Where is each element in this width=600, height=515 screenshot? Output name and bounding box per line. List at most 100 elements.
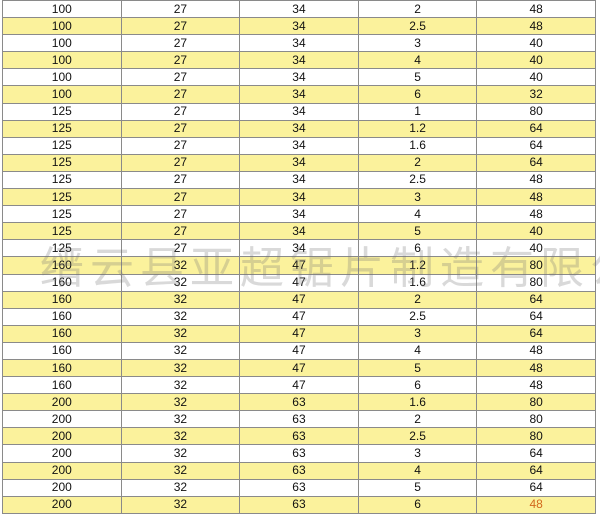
table-row: 125 27 34 1.2 64 [2, 119, 596, 138]
table-cell: 34 [239, 136, 359, 155]
table-row: 100 27 34 2 48 [2, 0, 596, 19]
table-cell: 1.2 [357, 119, 478, 138]
table-cell: 27 [120, 222, 241, 241]
table-cell: 80 [476, 102, 596, 121]
table-cell: 34 [239, 153, 359, 172]
table-cell: 160 [2, 290, 122, 309]
table-row: 125 27 34 4 48 [2, 205, 596, 224]
table-cell: 160 [2, 273, 122, 292]
table-cell: 34 [239, 170, 359, 190]
table-cell: 1.2 [357, 256, 478, 275]
table-row: 160 32 47 5 48 [2, 358, 596, 378]
table-cell: 47 [239, 273, 359, 292]
table-cell: 48 [476, 341, 596, 360]
table-cell: 63 [239, 478, 359, 497]
table-cell: 3 [357, 444, 478, 463]
table-cell: 48 [476, 376, 596, 395]
table-cell: 1 [357, 102, 478, 121]
table-cell: 47 [239, 341, 359, 360]
table-cell: 40 [476, 68, 596, 87]
table-cell: 32 [120, 393, 241, 412]
table-cell: 1.6 [357, 273, 478, 292]
table-row: 200 32 63 2 80 [2, 410, 596, 429]
table-cell: 4 [357, 205, 478, 224]
table-cell: 160 [2, 376, 122, 395]
table-cell: 34 [239, 205, 359, 224]
table-cell: 32 [476, 85, 596, 104]
table-cell: 3 [357, 188, 478, 207]
table-cell: 64 [476, 444, 596, 463]
table-cell: 5 [357, 478, 478, 497]
table-cell: 100 [2, 68, 122, 87]
table-cell: 32 [120, 461, 241, 480]
table-cell: 200 [2, 461, 122, 480]
table-row: 100 27 34 5 40 [2, 68, 596, 87]
table-cell: 32 [120, 307, 241, 326]
table-cell: 40 [476, 239, 596, 258]
table-cell: 4 [357, 461, 478, 480]
table-cell: 6 [357, 376, 478, 395]
table-cell: 125 [2, 205, 122, 224]
table-cell: 64 [476, 290, 596, 309]
table-cell: 32 [120, 324, 241, 343]
table-cell: 48 [476, 495, 596, 514]
table-cell: 200 [2, 427, 122, 446]
table-cell: 100 [2, 17, 122, 36]
table-cell: 3 [357, 34, 478, 53]
table-cell: 100 [2, 85, 122, 104]
table-cell: 48 [476, 205, 596, 224]
table-row: 160 32 47 3 64 [2, 324, 596, 343]
table-cell: 80 [476, 410, 596, 429]
table-cell: 125 [2, 188, 122, 207]
table-cell: 100 [2, 0, 122, 19]
table-cell: 160 [2, 307, 122, 326]
table-cell: 64 [476, 324, 596, 343]
table-cell: 64 [476, 461, 596, 480]
table-cell: 32 [120, 290, 241, 309]
table-cell: 100 [2, 34, 122, 53]
table-cell: 32 [120, 358, 241, 378]
table-cell: 27 [120, 188, 241, 207]
table-cell: 34 [239, 0, 359, 19]
table-row: 160 32 47 4 48 [2, 341, 596, 360]
table-row: 160 32 47 2 64 [2, 290, 596, 309]
table-cell: 32 [120, 427, 241, 446]
table-row: 160 32 47 1.6 80 [2, 273, 596, 292]
table-cell: 6 [357, 495, 478, 514]
table-cell: 47 [239, 358, 359, 378]
table-cell: 64 [476, 136, 596, 155]
table-cell: 27 [120, 153, 241, 172]
table-row: 200 32 63 1.6 80 [2, 393, 596, 412]
table-row: 125 27 34 1.6 64 [2, 136, 596, 155]
table-cell: 48 [476, 188, 596, 207]
table-cell: 6 [357, 239, 478, 258]
table-cell: 2 [357, 0, 478, 19]
table-row: 160 32 47 1.2 80 [2, 256, 596, 275]
table-cell: 63 [239, 461, 359, 480]
table-cell: 2 [357, 410, 478, 429]
table-cell: 27 [120, 205, 241, 224]
table-cell: 1.6 [357, 136, 478, 155]
table-cell: 125 [2, 222, 122, 241]
table-row: 200 32 63 6 48 [2, 495, 596, 514]
table-cell: 32 [120, 256, 241, 275]
table-cell: 5 [357, 222, 478, 241]
table-cell: 47 [239, 256, 359, 275]
table-cell: 32 [120, 495, 241, 514]
table-cell: 27 [120, 170, 241, 190]
table-cell: 64 [476, 119, 596, 138]
table-cell: 1.6 [357, 393, 478, 412]
table-cell: 27 [120, 34, 241, 53]
table-cell: 47 [239, 376, 359, 395]
table-cell: 27 [120, 51, 241, 70]
table-cell: 47 [239, 324, 359, 343]
table-cell: 27 [120, 136, 241, 155]
table-row: 200 32 63 5 64 [2, 478, 596, 497]
table-cell: 34 [239, 119, 359, 138]
table-cell: 34 [239, 239, 359, 258]
table-cell: 48 [476, 358, 596, 378]
table-cell: 27 [120, 0, 241, 19]
table-cell: 125 [2, 136, 122, 155]
table-cell: 27 [120, 102, 241, 121]
